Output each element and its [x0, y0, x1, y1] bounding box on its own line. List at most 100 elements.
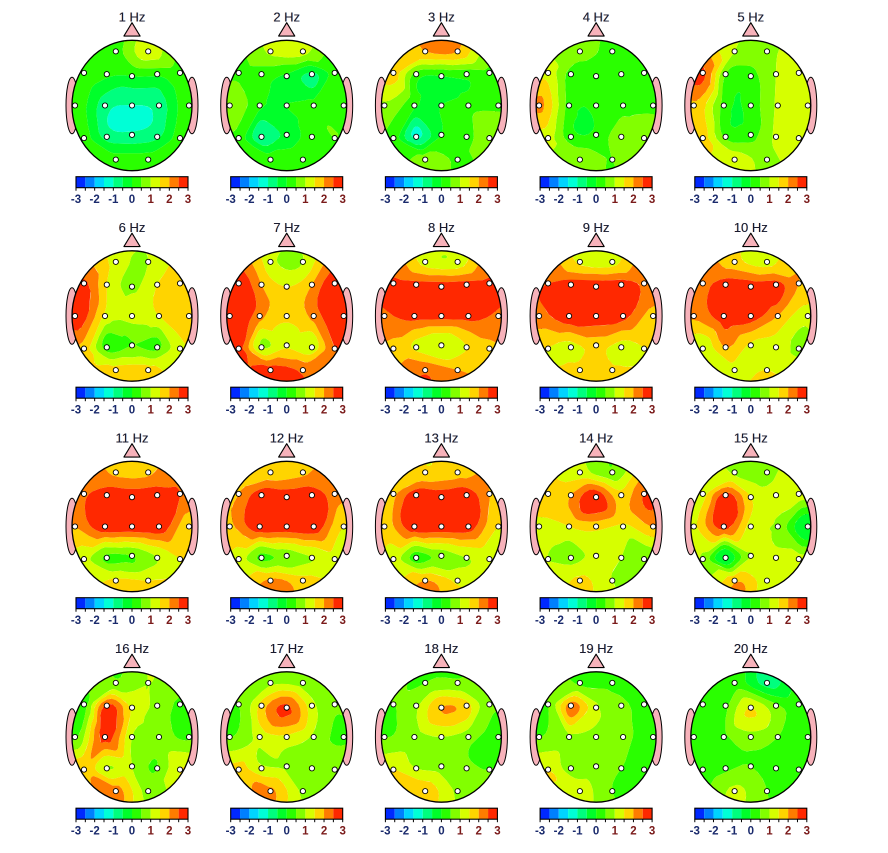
svg-text:-3: -3	[71, 615, 81, 627]
svg-text:-3: -3	[380, 194, 390, 206]
svg-text:-3: -3	[535, 826, 545, 838]
svg-text:1: 1	[147, 405, 154, 417]
svg-text:-1: -1	[263, 615, 274, 627]
svg-text:-1: -1	[418, 615, 429, 627]
svg-text:1: 1	[147, 826, 154, 838]
svg-text:2: 2	[476, 405, 482, 417]
svg-text:2: 2	[166, 826, 172, 838]
svg-text:-2: -2	[708, 826, 718, 838]
svg-text:1: 1	[147, 615, 154, 627]
svg-text:1: 1	[457, 405, 464, 417]
svg-text:-3: -3	[71, 826, 81, 838]
svg-text:-3: -3	[380, 615, 390, 627]
svg-text:-2: -2	[554, 826, 564, 838]
svg-text:-3: -3	[690, 194, 700, 206]
svg-text:9 Hz: 9 Hz	[583, 220, 610, 235]
svg-text:3: 3	[185, 405, 191, 417]
svg-text:8 Hz: 8 Hz	[428, 220, 455, 235]
svg-text:-1: -1	[418, 405, 429, 417]
svg-text:0: 0	[283, 405, 289, 417]
svg-text:-1: -1	[108, 194, 119, 206]
svg-text:2: 2	[166, 405, 172, 417]
svg-text:2: 2	[166, 615, 172, 627]
svg-text:-2: -2	[708, 615, 718, 627]
svg-text:0: 0	[593, 826, 599, 838]
svg-text:2: 2	[321, 826, 327, 838]
svg-text:2: 2	[476, 826, 482, 838]
svg-text:-3: -3	[535, 615, 545, 627]
svg-text:3: 3	[804, 194, 810, 206]
svg-text:-2: -2	[90, 405, 100, 417]
svg-text:-2: -2	[244, 194, 254, 206]
svg-text:3: 3	[185, 615, 191, 627]
svg-text:1: 1	[457, 194, 464, 206]
svg-text:0: 0	[593, 405, 599, 417]
svg-text:-2: -2	[244, 615, 254, 627]
svg-text:-1: -1	[263, 405, 274, 417]
svg-text:-2: -2	[90, 615, 100, 627]
svg-text:-2: -2	[399, 615, 409, 627]
svg-text:3: 3	[804, 826, 810, 838]
svg-text:1: 1	[302, 405, 309, 417]
svg-text:0: 0	[438, 405, 444, 417]
svg-text:7 Hz: 7 Hz	[273, 220, 300, 235]
svg-text:0: 0	[748, 194, 754, 206]
svg-text:0: 0	[748, 405, 754, 417]
svg-text:-1: -1	[572, 405, 583, 417]
svg-text:-2: -2	[708, 405, 718, 417]
svg-text:3: 3	[494, 194, 500, 206]
svg-text:3: 3	[339, 826, 345, 838]
svg-text:15 Hz: 15 Hz	[734, 430, 768, 445]
svg-text:-3: -3	[690, 826, 700, 838]
svg-text:-1: -1	[263, 194, 274, 206]
svg-text:-3: -3	[226, 826, 236, 838]
svg-text:-1: -1	[727, 194, 738, 206]
svg-text:-1: -1	[572, 615, 583, 627]
svg-text:0: 0	[129, 405, 135, 417]
svg-text:1: 1	[612, 405, 619, 417]
svg-text:0: 0	[129, 826, 135, 838]
svg-text:2: 2	[166, 194, 172, 206]
svg-text:3: 3	[494, 405, 500, 417]
svg-text:1: 1	[457, 615, 464, 627]
svg-text:3: 3	[804, 615, 810, 627]
svg-text:2: 2	[476, 615, 482, 627]
svg-text:-3: -3	[71, 194, 81, 206]
svg-text:3: 3	[185, 194, 191, 206]
svg-text:-3: -3	[71, 405, 81, 417]
svg-text:3: 3	[649, 826, 655, 838]
svg-text:14 Hz: 14 Hz	[579, 430, 613, 445]
svg-text:-1: -1	[572, 194, 583, 206]
svg-text:6 Hz: 6 Hz	[119, 220, 146, 235]
svg-text:0: 0	[129, 615, 135, 627]
svg-text:0: 0	[283, 194, 289, 206]
svg-text:2: 2	[321, 194, 327, 206]
svg-text:-2: -2	[244, 405, 254, 417]
svg-text:3: 3	[649, 194, 655, 206]
svg-text:3: 3	[339, 405, 345, 417]
svg-text:1: 1	[302, 615, 309, 627]
svg-text:-1: -1	[418, 194, 429, 206]
svg-text:-2: -2	[399, 405, 409, 417]
svg-text:-2: -2	[554, 615, 564, 627]
svg-text:-1: -1	[418, 826, 429, 838]
svg-text:-3: -3	[380, 826, 390, 838]
svg-text:3: 3	[649, 405, 655, 417]
svg-text:2: 2	[630, 826, 636, 838]
svg-text:2: 2	[321, 615, 327, 627]
svg-text:2: 2	[630, 194, 636, 206]
svg-text:1: 1	[302, 194, 309, 206]
svg-text:0: 0	[438, 826, 444, 838]
svg-text:-3: -3	[535, 405, 545, 417]
svg-text:0: 0	[283, 615, 289, 627]
svg-text:-1: -1	[108, 615, 119, 627]
svg-text:0: 0	[748, 826, 754, 838]
svg-text:0: 0	[438, 615, 444, 627]
svg-text:-3: -3	[226, 405, 236, 417]
svg-text:2: 2	[630, 405, 636, 417]
svg-text:-1: -1	[727, 826, 738, 838]
svg-text:-1: -1	[108, 405, 119, 417]
svg-text:2: 2	[785, 826, 791, 838]
svg-text:1: 1	[766, 194, 773, 206]
svg-text:0: 0	[748, 615, 754, 627]
